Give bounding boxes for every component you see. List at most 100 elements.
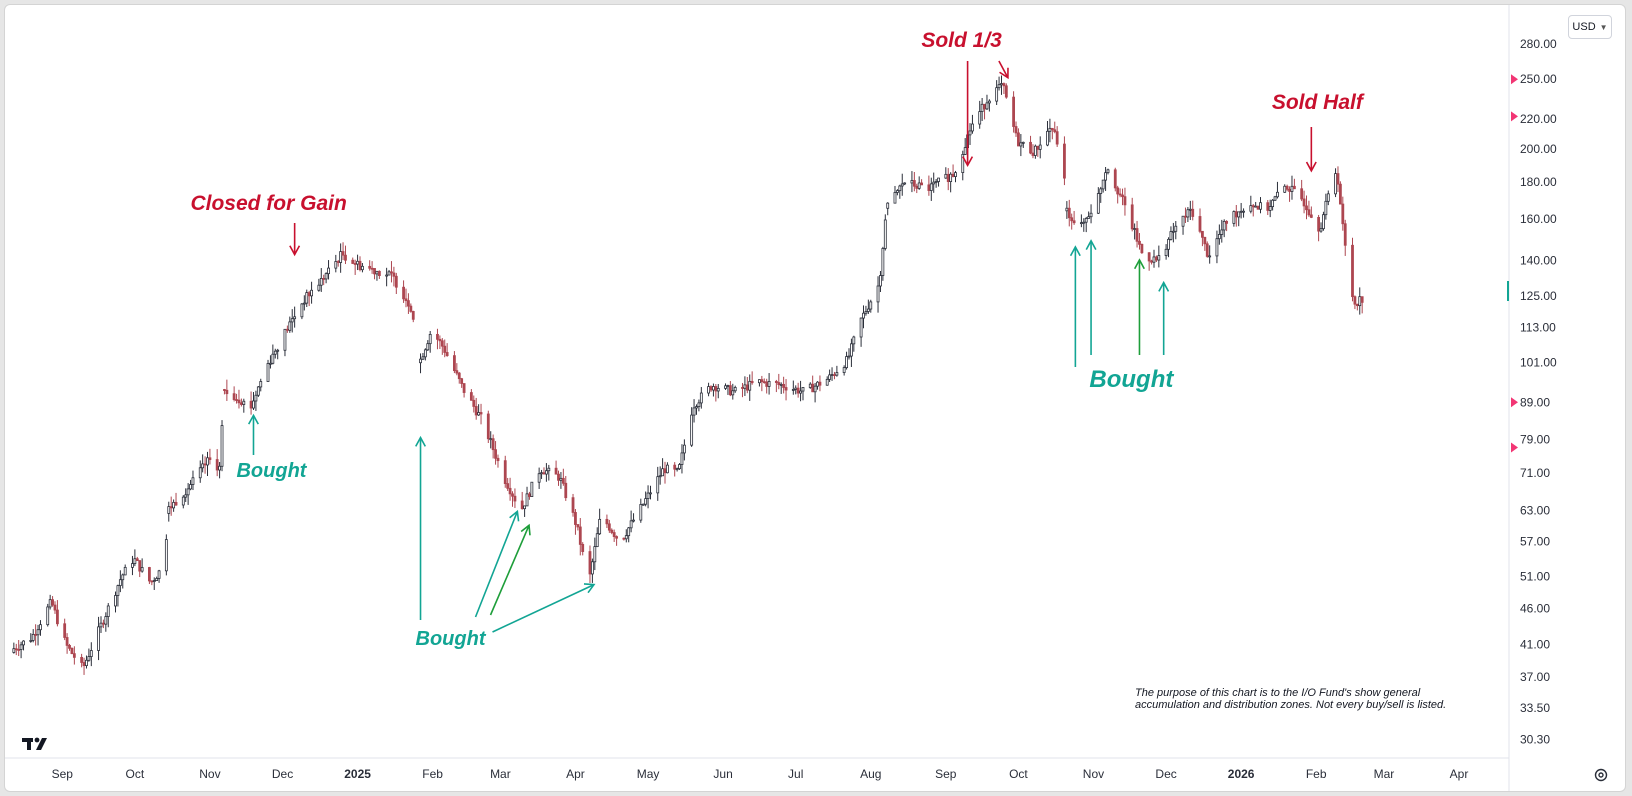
candle-body bbox=[19, 644, 23, 650]
candle-body bbox=[104, 616, 108, 625]
candle-body bbox=[561, 477, 565, 484]
candle-body bbox=[150, 580, 154, 583]
candle-body bbox=[595, 533, 599, 548]
candle-body bbox=[547, 467, 551, 472]
candle-body bbox=[1351, 244, 1354, 298]
candle-body bbox=[598, 518, 602, 535]
candle-body bbox=[1055, 131, 1059, 145]
candle-body bbox=[937, 177, 940, 182]
candle-body bbox=[862, 312, 865, 319]
candle-body bbox=[494, 449, 497, 459]
alert-marker[interactable] bbox=[1511, 111, 1518, 122]
candle-body bbox=[1113, 169, 1117, 189]
candle-body bbox=[392, 272, 396, 277]
candle-body bbox=[1033, 145, 1037, 156]
candle-body bbox=[1181, 215, 1185, 227]
candle-body bbox=[426, 343, 430, 351]
candle-body bbox=[540, 472, 543, 475]
chart-frame: 30.30 33.50 37.00 41.00 46.00 51.00 57.00 63.00… bbox=[4, 4, 1626, 792]
candle-body bbox=[428, 333, 432, 345]
candle-body bbox=[191, 477, 195, 485]
alert-marker[interactable] bbox=[1511, 397, 1518, 408]
currency-selector[interactable]: USD ▼ bbox=[1568, 15, 1612, 39]
gear-icon[interactable] bbox=[1593, 767, 1609, 783]
candle-body bbox=[949, 173, 953, 182]
candle-body bbox=[782, 383, 786, 388]
candle-body bbox=[394, 275, 398, 288]
candle-body bbox=[644, 498, 648, 505]
candle-body bbox=[1336, 173, 1340, 185]
candle-body bbox=[336, 261, 340, 263]
candle-body bbox=[1324, 200, 1328, 216]
candle-body bbox=[692, 407, 696, 416]
buy-arrow-oct-2025-a-head bbox=[1069, 245, 1081, 257]
candle-body bbox=[1121, 194, 1124, 198]
time-tick-label: May bbox=[637, 767, 660, 781]
alert-marker[interactable] bbox=[1511, 74, 1518, 85]
candle-body bbox=[34, 633, 38, 636]
alert-marker[interactable] bbox=[1511, 442, 1518, 453]
candle-body bbox=[542, 472, 546, 475]
candle-body bbox=[1249, 205, 1253, 212]
buy-arrow-apr-2025 bbox=[492, 583, 595, 633]
candle-body bbox=[353, 263, 357, 265]
candle-body bbox=[1002, 83, 1006, 87]
candle-body bbox=[317, 284, 321, 291]
candle-body bbox=[438, 338, 442, 342]
price-chart[interactable]: 30.30 33.50 37.00 41.00 46.00 51.00 57.00 63.00… bbox=[5, 5, 1625, 791]
candle-body bbox=[99, 622, 103, 628]
candle-body bbox=[1353, 296, 1357, 305]
candle-body bbox=[1089, 212, 1093, 218]
candle-body bbox=[68, 645, 71, 649]
candle-body bbox=[440, 340, 444, 347]
candle-body bbox=[578, 526, 582, 545]
candle-body bbox=[1104, 172, 1107, 181]
candle-body bbox=[300, 303, 304, 318]
candle-body bbox=[1276, 191, 1279, 198]
candle-body bbox=[1014, 126, 1018, 134]
time-tick-label: Feb bbox=[422, 767, 443, 781]
candle-body bbox=[356, 260, 359, 265]
candle-body bbox=[612, 532, 616, 537]
time-tick-label: Mar bbox=[1374, 767, 1395, 781]
candle-body bbox=[525, 493, 529, 507]
candle-body bbox=[712, 386, 715, 391]
candle-body bbox=[319, 277, 323, 286]
candle-body bbox=[385, 274, 389, 277]
candle-body bbox=[1360, 296, 1364, 303]
candle-body bbox=[605, 518, 609, 525]
time-tick-label: Mar bbox=[490, 767, 511, 781]
price-tick-label: 180.00 bbox=[1520, 175, 1557, 189]
candle-body bbox=[774, 380, 778, 383]
candle-body bbox=[896, 190, 899, 193]
candle-body bbox=[252, 400, 255, 409]
candle-body bbox=[453, 355, 456, 372]
candle-body bbox=[1186, 209, 1190, 218]
candle-body bbox=[1130, 204, 1134, 230]
candle-body bbox=[1217, 234, 1221, 240]
sell-arrow-sold-third-head bbox=[962, 156, 974, 168]
candle-body bbox=[794, 387, 798, 390]
candle-body bbox=[661, 468, 664, 477]
time-tick-label: Nov bbox=[1083, 767, 1104, 781]
candle-body bbox=[121, 574, 125, 581]
price-tick-label: 33.50 bbox=[1520, 701, 1550, 715]
candle-body bbox=[900, 183, 904, 187]
candle-body bbox=[869, 301, 873, 310]
candle-body bbox=[1171, 230, 1175, 233]
candle-body bbox=[1273, 196, 1277, 201]
candle-body bbox=[983, 103, 986, 110]
candle-body bbox=[215, 459, 219, 471]
candle-body bbox=[1099, 188, 1103, 194]
candle-body bbox=[883, 219, 887, 249]
candle-body bbox=[750, 380, 754, 384]
candle-body bbox=[808, 383, 812, 388]
candle-body bbox=[72, 653, 76, 658]
candle-body bbox=[1338, 183, 1342, 205]
candle-body bbox=[588, 551, 592, 575]
candle-body bbox=[1038, 144, 1042, 150]
candle-body bbox=[1305, 205, 1308, 211]
candle-body bbox=[1203, 236, 1207, 245]
candle-body bbox=[1300, 188, 1304, 200]
candle-body bbox=[767, 380, 771, 387]
